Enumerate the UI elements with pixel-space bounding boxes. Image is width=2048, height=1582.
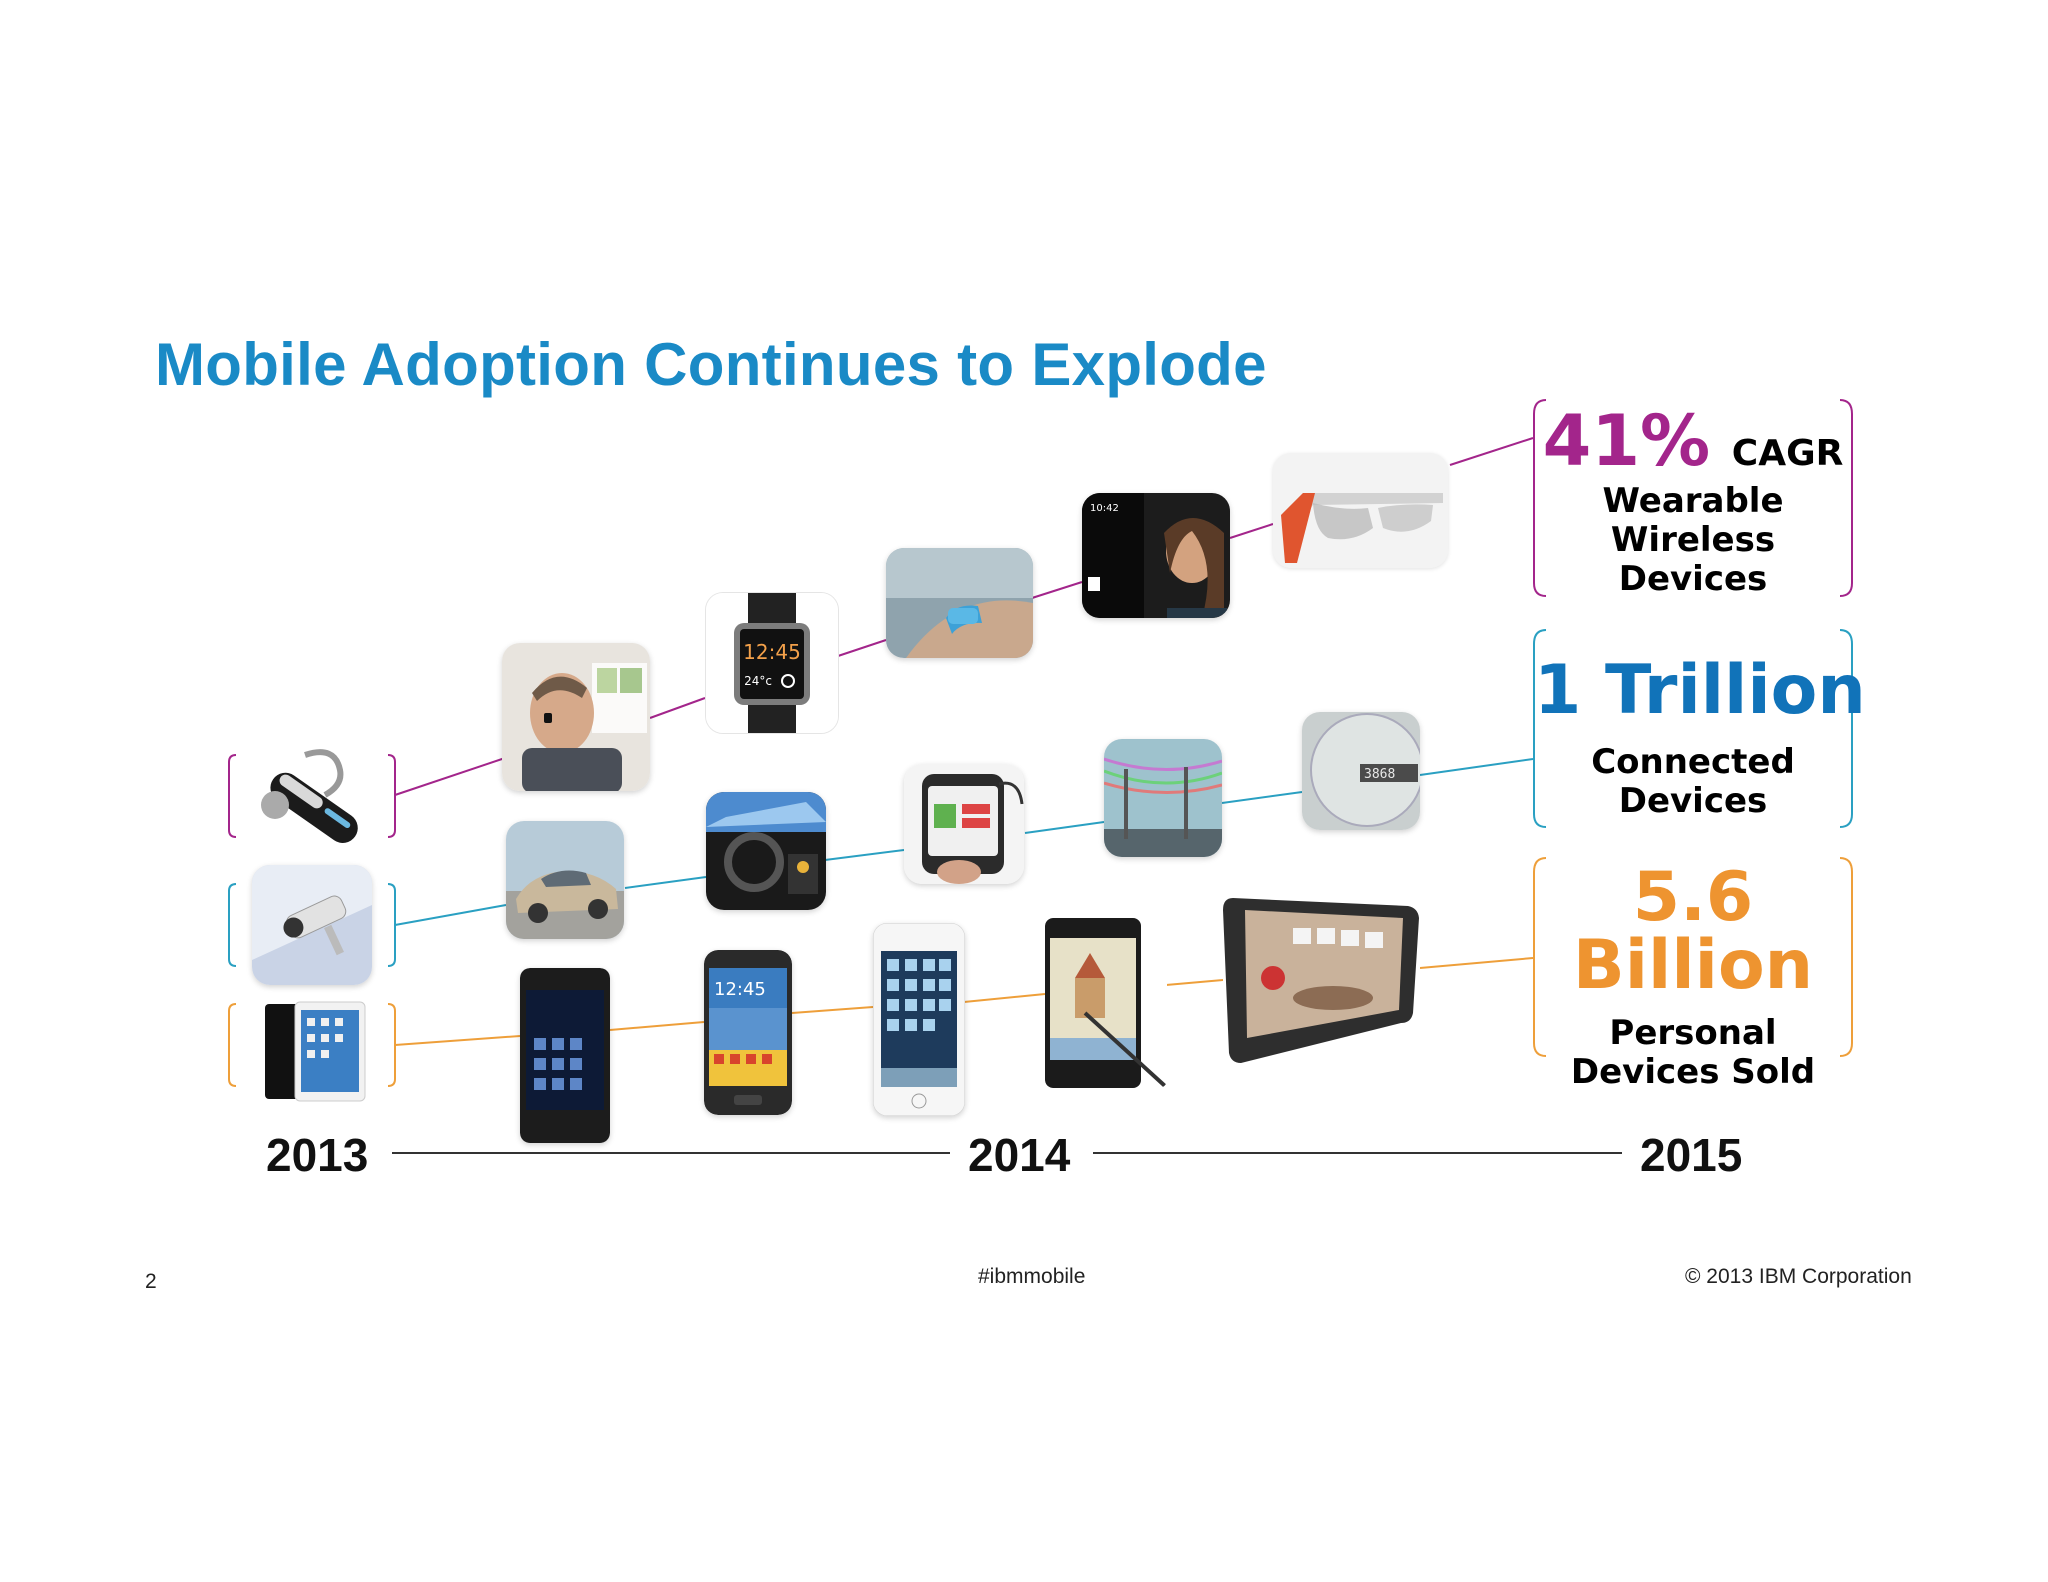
personal-trend-line xyxy=(394,957,1534,1046)
driver-headset-image xyxy=(502,643,650,791)
personal-stat-desc-1: Personal xyxy=(1609,1013,1777,1053)
watch-temp: 24°c xyxy=(744,674,772,688)
page-number: 2 xyxy=(145,1270,157,1293)
stat-brackets xyxy=(1533,399,1853,1057)
moving-car-image xyxy=(506,821,624,939)
personal-stat: 5.6 Billion Personal Devices Sold xyxy=(1534,864,1852,1092)
personal-stat-unit: Billion xyxy=(1572,926,1814,1005)
google-glass-image xyxy=(1273,453,1448,568)
year-2014: 2014 xyxy=(968,1129,1071,1181)
wearable-stat-value: 41% xyxy=(1542,400,1711,482)
year-2015: 2015 xyxy=(1640,1129,1743,1181)
car-dashboard-image xyxy=(706,792,826,910)
iphone-image xyxy=(873,923,965,1116)
blackberry-phone-image xyxy=(520,968,610,1143)
galaxy-note-image xyxy=(1045,918,1167,1088)
connected-stat-desc-1: Connected xyxy=(1591,742,1795,782)
smartwatch-image: 12:45 24°c xyxy=(705,592,839,734)
samsung-galaxy-image: 12:45 xyxy=(704,950,792,1115)
connected-stat: 1 Trillion Connected Devices xyxy=(1534,651,1866,821)
slide-title: Mobile Adoption Continues to Explode xyxy=(155,331,1267,398)
year-2013: 2013 xyxy=(266,1129,369,1181)
wearable-stat-suffix: CAGR xyxy=(1731,433,1844,474)
hashtag: #ibmmobile xyxy=(978,1265,1086,1288)
connected-trend-line xyxy=(394,758,1534,926)
ipad-image xyxy=(265,1000,367,1103)
power-lines-image xyxy=(1104,739,1222,857)
medical-monitor-image xyxy=(904,764,1024,884)
wearable-stat: 41% CAGR Wearable Wireless Devices xyxy=(1534,406,1852,599)
personal-stat-desc-2: Devices Sold xyxy=(1570,1052,1816,1092)
wearable-trend-line xyxy=(394,437,1534,796)
fitness-band-image xyxy=(886,548,1033,658)
wearable-stat-desc-2: Wireless xyxy=(1610,520,1776,560)
left-brackets xyxy=(228,754,396,1087)
glass-time: 10:42 xyxy=(1090,503,1119,514)
svg-text:3868: 3868 xyxy=(1364,767,1395,782)
watch-time: 12:45 xyxy=(743,640,801,664)
security-camera-image xyxy=(252,865,372,985)
bluetooth-headset-image xyxy=(245,725,375,855)
google-glass-screen-image: 10:42 xyxy=(1082,493,1230,618)
lenovo-tablet-image xyxy=(1223,888,1420,1063)
personal-stat-value: 5.6 xyxy=(1632,858,1754,937)
wearable-stat-desc-3: Devices xyxy=(1618,559,1768,599)
connected-stat-desc-2: Devices xyxy=(1618,781,1768,821)
svg-text:12:45: 12:45 xyxy=(714,979,766,1000)
connected-stat-value: 1 Trillion xyxy=(1534,651,1866,730)
wearable-stat-desc-1: Wearable xyxy=(1602,481,1784,521)
smart-meter-image: 3868 xyxy=(1302,712,1420,830)
copyright: © 2013 IBM Corporation xyxy=(1685,1265,1912,1288)
